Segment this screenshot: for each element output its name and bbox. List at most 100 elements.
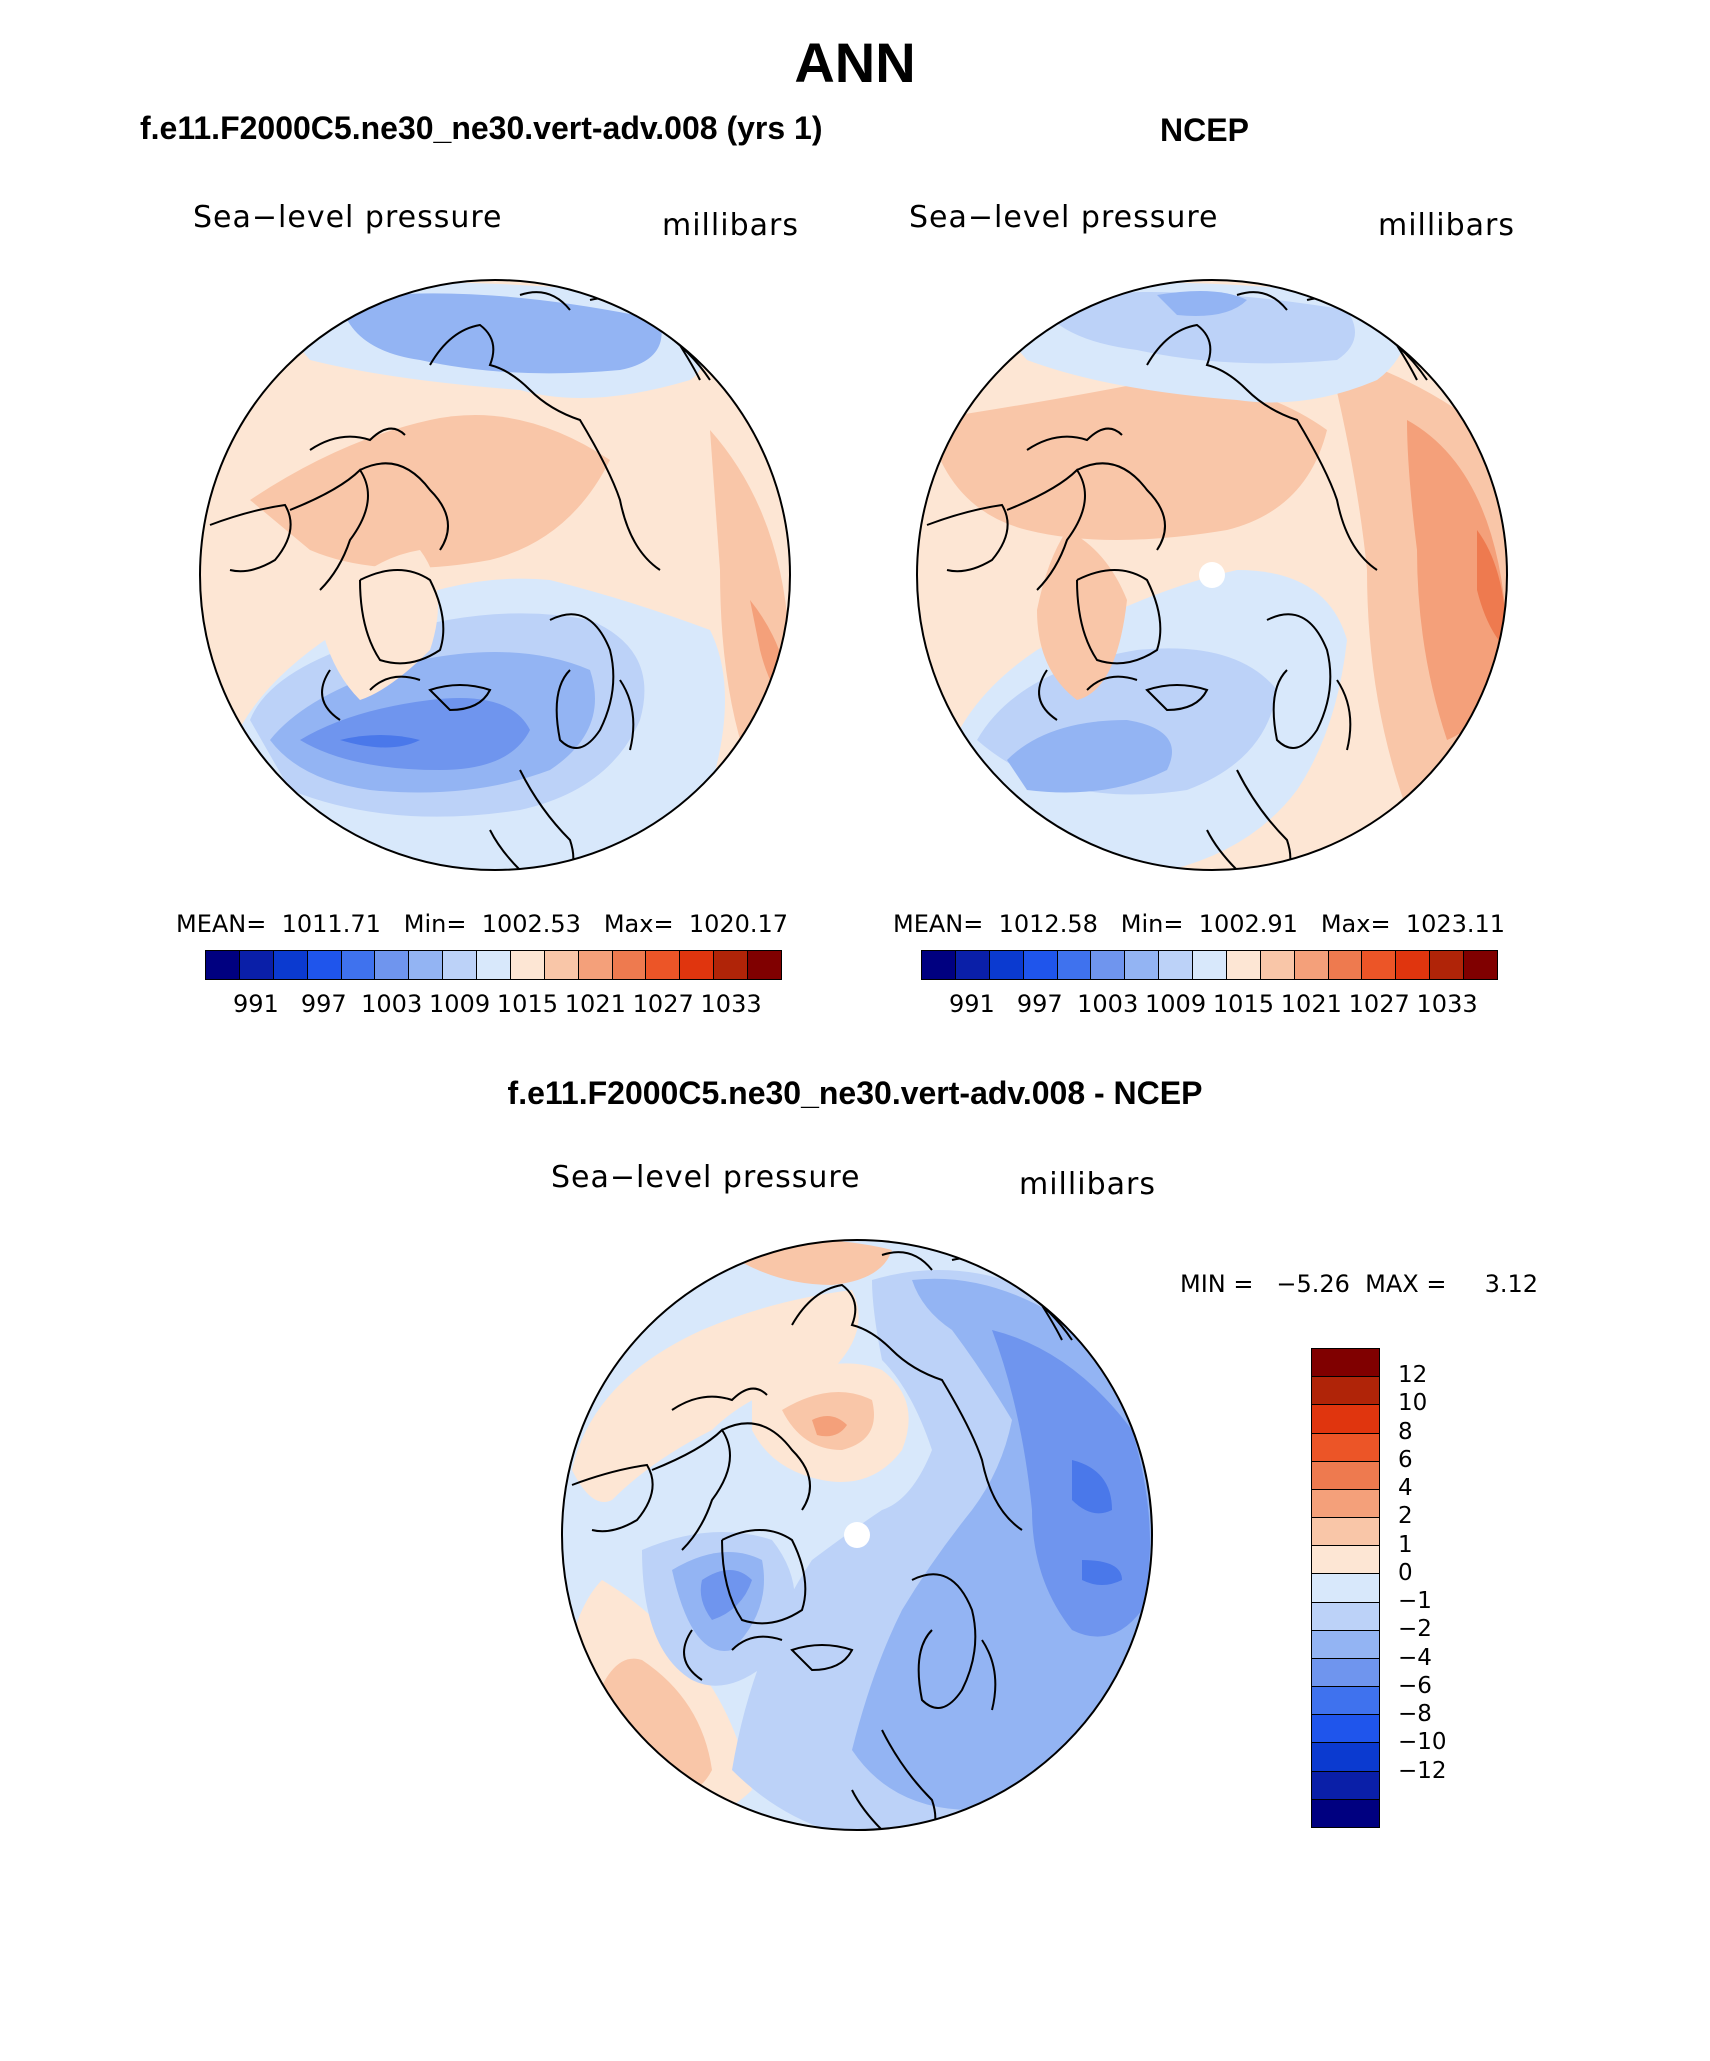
diff-units-label: millibars bbox=[1019, 1167, 1156, 1202]
colorbar-tick-label: −2 bbox=[1398, 1616, 1432, 1643]
diff-variable-label: Sea−level pressure bbox=[551, 1160, 861, 1195]
colorbar-bin bbox=[1312, 1687, 1379, 1716]
colorbar-tick-label: 8 bbox=[1398, 1418, 1413, 1445]
colorbar-tick-label: 997 bbox=[1016, 990, 1063, 1018]
colorbar-bin bbox=[1312, 1743, 1379, 1772]
diff-map bbox=[561, 1239, 1153, 1831]
colorbar-tick-label: 12 bbox=[1398, 1362, 1428, 1389]
colorbar-tick-label: 1015 bbox=[1212, 990, 1274, 1018]
colorbar-bin bbox=[477, 951, 511, 979]
main-title: ANN bbox=[794, 31, 916, 94]
colorbar-bin bbox=[1464, 951, 1497, 979]
colorbar-tick-label: −4 bbox=[1398, 1644, 1432, 1671]
colorbar-tick-label: 1027 bbox=[632, 990, 694, 1018]
colorbar-bin bbox=[1312, 1461, 1379, 1490]
colorbar-bin bbox=[1312, 1546, 1379, 1575]
model-colorbar bbox=[205, 950, 782, 980]
colorbar-tick-label: 1009 bbox=[1145, 990, 1207, 1018]
colorbar-tick-label: 1 bbox=[1398, 1531, 1413, 1558]
colorbar-bin bbox=[510, 951, 545, 979]
colorbar-bin bbox=[1312, 1518, 1379, 1547]
colorbar-bin bbox=[341, 951, 376, 979]
colorbar-bin bbox=[1091, 951, 1126, 979]
diff-colorbar bbox=[1311, 1348, 1380, 1828]
colorbar-bin bbox=[748, 951, 781, 979]
colorbar-bin bbox=[922, 951, 956, 979]
colorbar-bin bbox=[646, 951, 681, 979]
colorbar-bin bbox=[1328, 951, 1363, 979]
colorbar-tick-label: 4 bbox=[1398, 1475, 1413, 1502]
colorbar-tick-label: 997 bbox=[300, 990, 347, 1018]
colorbar-tick-label: −8 bbox=[1398, 1701, 1432, 1728]
colorbar-bin bbox=[1312, 1489, 1379, 1519]
colorbar-bin bbox=[955, 951, 990, 979]
obs-colorbar bbox=[921, 950, 1498, 980]
colorbar-tick-label: 1027 bbox=[1348, 990, 1410, 1018]
colorbar-bin bbox=[612, 951, 647, 979]
colorbar-bin bbox=[1125, 951, 1160, 979]
colorbar-bin bbox=[307, 951, 342, 979]
colorbar-bin bbox=[1312, 1715, 1379, 1744]
colorbar-bin bbox=[443, 951, 477, 979]
colorbar-bin bbox=[206, 951, 240, 979]
colorbar-bin bbox=[1312, 1377, 1379, 1406]
colorbar-tick-label: −12 bbox=[1398, 1757, 1447, 1784]
colorbar-bin bbox=[1312, 1574, 1379, 1603]
colorbar-bin bbox=[1057, 951, 1092, 979]
colorbar-tick-label: 1021 bbox=[1280, 990, 1342, 1018]
colorbar-bin bbox=[1312, 1658, 1379, 1688]
model-colorbar-labels: 991 997 1003 1009 1015 1021 1027 1033 bbox=[205, 990, 782, 1020]
colorbar-bin bbox=[544, 951, 579, 979]
model-units-label: millibars bbox=[662, 208, 799, 243]
colorbar-bin bbox=[1312, 1799, 1379, 1827]
colorbar-tick-label: 2 bbox=[1398, 1503, 1413, 1530]
colorbar-bin bbox=[1312, 1602, 1379, 1631]
colorbar-tick-label: 1033 bbox=[700, 990, 762, 1018]
model-stats: MEAN= 1011.71 Min= 1002.53 Max= 1020.17 bbox=[176, 910, 789, 938]
colorbar-bin bbox=[1159, 951, 1193, 979]
colorbar-bin bbox=[578, 951, 613, 979]
colorbar-tick-label: 0 bbox=[1398, 1559, 1413, 1586]
colorbar-bin bbox=[1294, 951, 1329, 979]
colorbar-tick-label: 1015 bbox=[496, 990, 558, 1018]
colorbar-tick-label: 991 bbox=[233, 990, 279, 1018]
model-variable-label: Sea−level pressure bbox=[193, 200, 503, 235]
colorbar-tick-label: 6 bbox=[1398, 1446, 1413, 1473]
colorbar-bin bbox=[1226, 951, 1261, 979]
obs-units-label: millibars bbox=[1378, 208, 1515, 243]
diff-stats: MIN = −5.26 MAX = 3.12 bbox=[1180, 1270, 1539, 1298]
obs-colorbar-labels: 991 997 1003 1009 1015 1021 1027 1033 bbox=[921, 990, 1498, 1020]
colorbar-bin bbox=[1260, 951, 1295, 979]
colorbar-bin bbox=[1312, 1349, 1379, 1378]
obs-map bbox=[916, 279, 1508, 871]
colorbar-bin bbox=[714, 951, 748, 979]
colorbar-tick-label: −6 bbox=[1398, 1672, 1432, 1699]
model-panel-title: f.e11.F2000C5.ne30_ne30.vert-adv.008 (yr… bbox=[140, 110, 823, 146]
colorbar-bin bbox=[409, 951, 444, 979]
colorbar-tick-label: 1021 bbox=[564, 990, 626, 1018]
colorbar-tick-label: −1 bbox=[1398, 1588, 1432, 1615]
colorbar-bin bbox=[1396, 951, 1431, 979]
obs-variable-label: Sea−level pressure bbox=[909, 200, 1219, 235]
obs-stats: MEAN= 1012.58 Min= 1002.91 Max= 1023.11 bbox=[893, 910, 1506, 938]
model-map bbox=[199, 279, 791, 871]
colorbar-tick-label: 10 bbox=[1398, 1390, 1428, 1417]
colorbar-bin bbox=[375, 951, 410, 979]
colorbar-bin bbox=[273, 951, 308, 979]
colorbar-tick-label: 1003 bbox=[1077, 990, 1139, 1018]
colorbar-tick-label: 1033 bbox=[1416, 990, 1478, 1018]
colorbar-bin bbox=[989, 951, 1024, 979]
colorbar-tick-label: 1009 bbox=[429, 990, 491, 1018]
colorbar-bin bbox=[1023, 951, 1058, 979]
colorbar-tick-label: 991 bbox=[949, 990, 995, 1018]
colorbar-bin bbox=[1193, 951, 1227, 979]
colorbar-bin bbox=[1430, 951, 1464, 979]
colorbar-tick-label: −10 bbox=[1398, 1729, 1447, 1756]
diff-panel-title: f.e11.F2000C5.ne30_ne30.vert-adv.008 - N… bbox=[507, 1075, 1203, 1111]
colorbar-bin bbox=[680, 951, 715, 979]
colorbar-bin bbox=[1312, 1405, 1379, 1434]
colorbar-bin bbox=[1312, 1433, 1379, 1462]
obs-panel-title: NCEP bbox=[1160, 112, 1249, 148]
colorbar-bin bbox=[1312, 1771, 1379, 1800]
colorbar-bin bbox=[1362, 951, 1397, 979]
